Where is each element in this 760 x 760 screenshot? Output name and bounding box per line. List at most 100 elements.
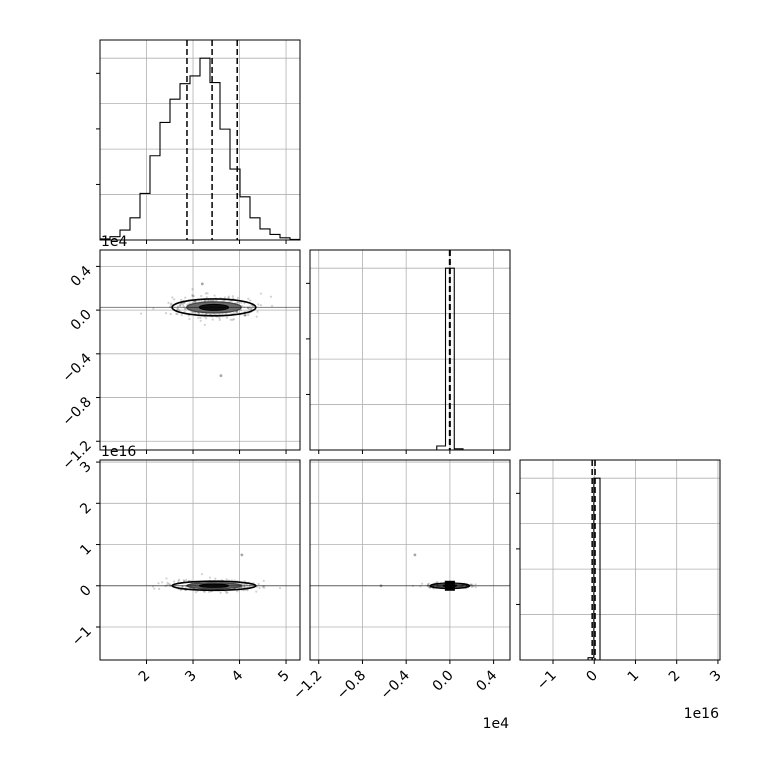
outlier-point-0 [219, 374, 223, 378]
sample-point [263, 586, 266, 589]
offset-text-p2-col: 1e16 [684, 706, 719, 722]
sample-point [259, 304, 263, 307]
sample-point [153, 587, 156, 590]
sample-point [167, 301, 170, 304]
sample-point [244, 314, 247, 317]
outlier-point-0 [240, 553, 244, 557]
sample-point [229, 318, 232, 321]
ytick-label-p2-1: 2 [77, 500, 95, 518]
sample-point [194, 300, 197, 303]
sample-point [223, 296, 226, 299]
panel-frame-2-2 [519, 459, 721, 661]
sample-point [471, 583, 474, 586]
sample-point [205, 317, 208, 320]
offset-text-p2-row: 1e16 [101, 444, 136, 460]
sample-point [232, 318, 235, 321]
sample-point [157, 582, 160, 585]
sample-point [176, 308, 179, 311]
sample-point [167, 582, 170, 586]
sample-point [241, 583, 244, 586]
sample-point [243, 314, 246, 317]
sample-point [247, 307, 250, 311]
sample-point [197, 312, 201, 315]
sample-point [257, 303, 260, 306]
sample-point [200, 294, 203, 298]
sample-point [474, 583, 477, 586]
sample-point [169, 303, 172, 306]
ytick-label-p1-2: −0.4 [59, 350, 94, 385]
sample-point [246, 589, 249, 592]
sample-point [269, 295, 273, 298]
ytick-label-p2-2: 1 [77, 541, 95, 559]
panel-frame-1-0 [99, 249, 301, 451]
sample-point [205, 296, 208, 299]
sample-point [278, 586, 282, 590]
sample-point [231, 295, 234, 298]
sample-point [175, 312, 178, 315]
sample-point [171, 296, 174, 299]
sample-point [240, 309, 243, 312]
sample-point [236, 311, 239, 314]
sample-point [176, 313, 179, 316]
sample-point [236, 590, 239, 593]
xtick-label-p1-1: 0.0 [430, 668, 457, 695]
sample-point [170, 302, 173, 305]
sample-point [208, 590, 211, 593]
sample-point [259, 292, 263, 295]
sample-point [256, 310, 259, 313]
sample-point [244, 314, 247, 317]
sample-point [172, 580, 176, 583]
panel-frame-2-0 [99, 459, 301, 661]
sample-point [193, 300, 196, 304]
sample-point [226, 591, 229, 594]
sample-point [158, 587, 161, 591]
sample-point [184, 307, 187, 310]
xtick-label-p2-2: 1 [625, 668, 643, 686]
sample-point [197, 316, 200, 319]
frame-layer [99, 39, 721, 661]
sample-point [183, 307, 187, 310]
sample-point [166, 581, 169, 585]
sample-point [213, 294, 216, 297]
sample-point [191, 288, 194, 291]
ytick-label-p2-4: −1 [69, 624, 95, 650]
ticks-layer: 0.4 0.0 −0.4 −0.8 −1.2 2 3 4 5 3 2 1 0 −1 0.4 0.0 −0.4 −0… [59, 72, 725, 703]
sample-point [203, 323, 206, 327]
sample-point [210, 313, 213, 316]
sample-point [180, 298, 183, 301]
sample-point [236, 301, 240, 304]
sample-point [185, 578, 188, 581]
sample-point [255, 315, 258, 318]
sample-point [243, 314, 246, 317]
sample-point [173, 298, 176, 301]
sample-point [180, 314, 183, 317]
sample-point [250, 307, 253, 310]
sample-point [200, 573, 204, 576]
sample-point [231, 318, 234, 321]
sample-point [242, 586, 246, 589]
xtick-label-p0-2: 4 [229, 667, 247, 685]
sample-point [469, 583, 473, 586]
xtick-label-p1-2: −0.4 [378, 667, 413, 702]
sample-point [243, 302, 246, 305]
sample-point [203, 299, 207, 302]
offset-text-p1-row: 1e4 [101, 234, 128, 250]
sample-point [199, 316, 202, 319]
sample-point [255, 590, 258, 593]
sample-point [427, 582, 430, 585]
scatter-p0-p2 [100, 553, 300, 594]
sample-point [474, 586, 477, 589]
sample-point [247, 297, 250, 300]
sample-point [181, 585, 184, 588]
sample-point [469, 583, 473, 586]
sample-point [211, 318, 214, 321]
grid-layer [100, 40, 720, 660]
data-layer [100, 40, 601, 660]
sample-point [261, 585, 265, 589]
sample-point [232, 311, 235, 315]
sample-point [219, 591, 222, 594]
scatter-p0-p1 [100, 282, 300, 378]
xtick-label-p2-0: 3 [707, 668, 725, 686]
sample-point [182, 579, 185, 582]
